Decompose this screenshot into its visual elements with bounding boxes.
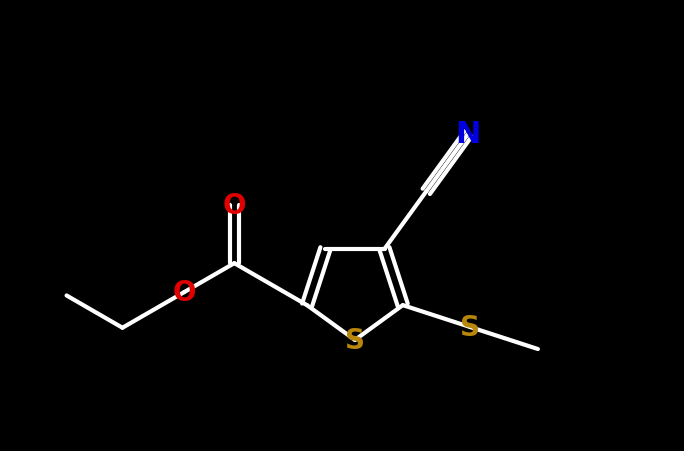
Text: S: S bbox=[460, 313, 480, 341]
Text: O: O bbox=[172, 279, 196, 307]
Text: S: S bbox=[345, 326, 365, 354]
Text: O: O bbox=[222, 192, 246, 220]
Text: N: N bbox=[456, 120, 481, 149]
